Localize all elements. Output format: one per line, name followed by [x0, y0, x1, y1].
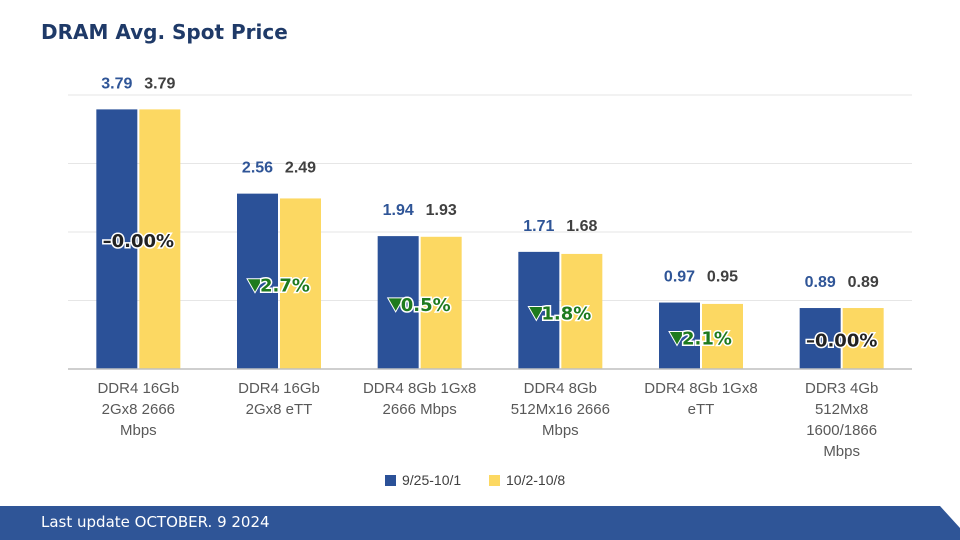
last-update-text: Last update OCTOBER. 9 2024 — [41, 513, 270, 531]
down-triangle-icon — [246, 278, 264, 294]
data-label-series-2: 3.79 — [144, 75, 175, 92]
change-label: 2.1% — [682, 328, 732, 349]
category-label: 1600/1866 — [806, 422, 877, 439]
category-label: 2Gx8 2666 — [102, 401, 175, 418]
data-label-series-1: 0.89 — [805, 274, 836, 291]
data-label-series-1: 0.97 — [664, 269, 695, 286]
down-triangle-icon — [668, 330, 686, 347]
footer-bar — [0, 506, 960, 540]
bar-series-2 — [139, 109, 181, 369]
category-label: DDR3 4Gb — [805, 380, 878, 397]
change-label: 0.5% — [401, 295, 451, 316]
chart-title: DRAM Avg. Spot Price — [41, 20, 288, 44]
category-label: DDR4 16Gb — [97, 380, 179, 397]
data-label-series-1: 1.94 — [383, 202, 414, 219]
category-label: eTT — [688, 401, 715, 418]
legend-label-series-1: 9/25-10/1 — [402, 472, 461, 488]
category-label: 512Mx16 2666 — [511, 401, 610, 418]
bar-series-1 — [96, 109, 138, 369]
data-label-series-1: 2.56 — [242, 160, 273, 177]
category-label: DDR4 16Gb — [238, 380, 320, 397]
change-label: 1.8% — [541, 303, 591, 324]
category-label: 512Mx8 — [815, 401, 868, 418]
category-label: Mbps — [120, 422, 157, 439]
category-label: Mbps — [823, 443, 860, 460]
data-label-series-2: 2.49 — [285, 160, 316, 177]
down-triangle-icon — [386, 297, 405, 313]
data-label-series-2: 0.89 — [848, 274, 879, 291]
data-label-series-2: 1.93 — [426, 202, 457, 219]
bar-series-2 — [842, 308, 884, 369]
bar-series-2 — [702, 303, 743, 369]
bar-series-2 — [420, 236, 462, 369]
bar-series-2 — [280, 198, 321, 369]
change-label: –0.00% — [806, 331, 877, 352]
data-label-series-1: 1.71 — [523, 218, 554, 235]
bar-series-1 — [799, 308, 841, 369]
category-label: DDR4 8Gb 1Gx8 — [363, 380, 476, 397]
change-label: –0.00% — [103, 231, 174, 252]
category-label: Mbps — [542, 422, 579, 439]
category-label: 2Gx8 eTT — [246, 401, 313, 418]
bar-series-2 — [561, 253, 603, 369]
legend-swatch-series-1 — [385, 475, 396, 486]
data-label-series-1: 3.79 — [101, 75, 132, 92]
category-label: 2666 Mbps — [383, 401, 457, 418]
category-label: DDR4 8Gb 1Gx8 — [644, 380, 757, 397]
category-label: DDR4 8Gb — [524, 380, 597, 397]
data-label-series-2: 1.68 — [566, 218, 597, 235]
data-label-series-2: 0.95 — [707, 269, 738, 286]
change-label: 2.7% — [260, 276, 310, 297]
legend-swatch-series-2 — [489, 475, 500, 486]
legend-label-series-2: 10/2-10/8 — [506, 472, 565, 488]
down-triangle-icon — [527, 305, 546, 322]
